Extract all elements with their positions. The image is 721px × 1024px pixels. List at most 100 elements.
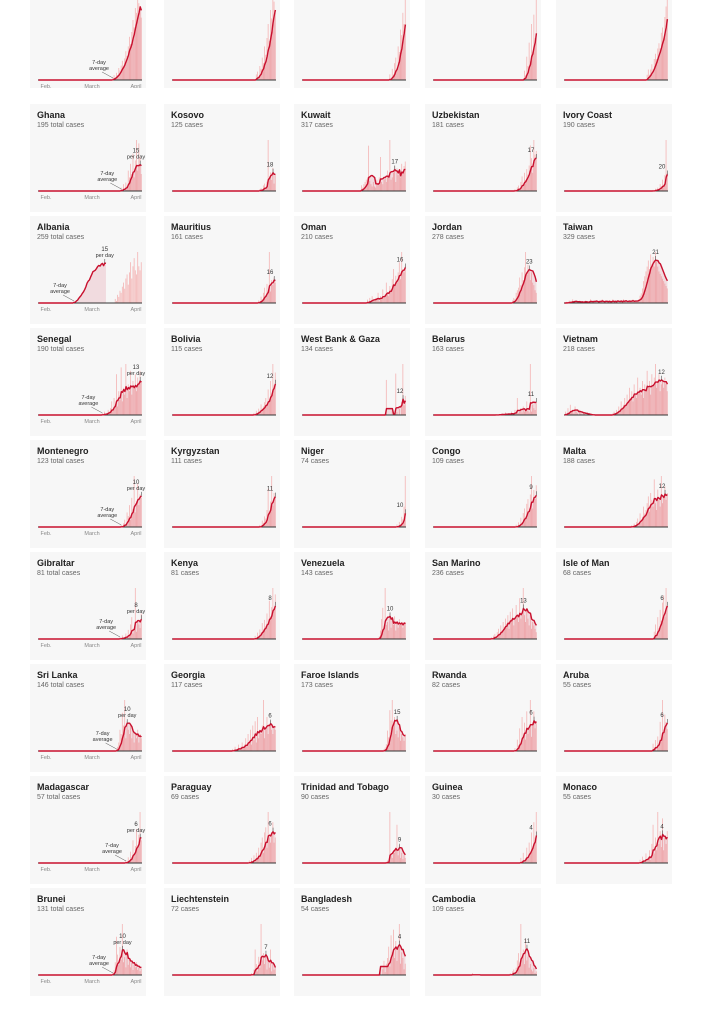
- daily-bar: [651, 374, 653, 415]
- daily-bar: [130, 725, 132, 751]
- chart-title: Senegal: [37, 334, 72, 344]
- chart-plot: 6: [433, 700, 537, 752]
- daily-bar: [271, 18, 273, 80]
- daily-bar: [134, 8, 136, 80]
- daily-bar: [116, 300, 117, 303]
- daily-bar: [401, 402, 403, 415]
- daily-bar: [126, 949, 128, 975]
- daily-bar: [267, 960, 269, 975]
- daily-bar: [400, 177, 401, 191]
- daily-bar: [126, 56, 128, 80]
- daily-bar: [571, 411, 572, 415]
- daily-bar: [397, 46, 399, 80]
- peak-label: 12: [659, 484, 666, 490]
- chart-panel-gibraltar: Gibraltar 81 total cases 8 per day 7-day aver…: [30, 552, 146, 660]
- daily-bar: [263, 63, 264, 80]
- daily-bar: [273, 385, 275, 415]
- daily-bar: [401, 516, 403, 527]
- daily-bar: [258, 77, 260, 80]
- chart-subtitle: 111 cases: [171, 458, 202, 465]
- daily-bar: [501, 630, 503, 639]
- daily-bar: [263, 700, 264, 751]
- daily-bar: [528, 165, 530, 191]
- daily-bar: [137, 620, 139, 639]
- daily-bar: [140, 968, 142, 976]
- average-line: [38, 949, 142, 976]
- chart-panel-congo: Congo 109 cases 9: [425, 440, 541, 548]
- chart-subtitle: 146 total cases: [37, 682, 85, 689]
- daily-bar: [120, 959, 122, 975]
- daily-bar: [660, 847, 662, 863]
- average-line: [302, 168, 406, 192]
- daily-bar: [666, 729, 668, 751]
- daily-bar: [513, 969, 515, 975]
- daily-bar: [385, 282, 387, 303]
- chart-plot: 11: [172, 476, 277, 528]
- daily-bar: [525, 938, 527, 975]
- daily-bar: [519, 965, 521, 975]
- avg-label: 7-day: [92, 955, 106, 961]
- daily-bar: [273, 183, 275, 191]
- daily-bar: [125, 278, 127, 303]
- avg-label-unit: average: [96, 625, 116, 631]
- daily-bar: [516, 290, 518, 303]
- daily-bar: [393, 850, 394, 863]
- daily-bar: [521, 176, 523, 191]
- chart-panel-top-3: [425, 0, 541, 88]
- chart-title: Bolivia: [171, 334, 201, 344]
- x-tick-label: Feb.: [40, 755, 51, 761]
- daily-bar: [665, 384, 667, 415]
- daily-bar: [567, 408, 569, 415]
- daily-bar: [396, 622, 398, 639]
- daily-bar: [655, 188, 656, 191]
- daily-bar: [364, 181, 366, 191]
- chart-panel-madagascar: Madagascar 57 total cases 6 per day 7-day ave…: [30, 776, 146, 884]
- daily-bar: [525, 180, 527, 191]
- daily-bar: [383, 960, 385, 975]
- daily-bar: [633, 384, 635, 415]
- daily-bar: [137, 848, 139, 863]
- average-line: [172, 172, 276, 192]
- daily-bar: [124, 519, 126, 527]
- daily-bar: [391, 177, 393, 191]
- daily-bar: [140, 17, 142, 81]
- daily-bar: [140, 381, 142, 415]
- daily-bar: [255, 74, 257, 80]
- chart-panel-top-4: [556, 0, 672, 88]
- daily-bar: [650, 859, 652, 863]
- daily-bar: [525, 409, 527, 415]
- daily-bar: [639, 513, 641, 527]
- daily-bar: [518, 953, 519, 975]
- daily-bar: [259, 729, 261, 751]
- chart-panel-malta: Malta 188 cases 12: [556, 440, 672, 548]
- daily-bar: [261, 725, 263, 751]
- chart-panel-sri-lanka: Sri Lanka 146 total cases 10 per day 7-day av…: [30, 664, 146, 772]
- daily-bar: [372, 299, 374, 303]
- daily-bar: [274, 497, 276, 527]
- daily-bar: [621, 408, 623, 415]
- daily-bar: [272, 285, 274, 303]
- daily-bar: [642, 381, 643, 415]
- chart-plot: 4: [564, 812, 668, 864]
- daily-bar: [663, 38, 665, 80]
- daily-bar: [254, 860, 256, 863]
- daily-bar: [534, 837, 536, 863]
- chart-subtitle: 236 cases: [432, 570, 464, 577]
- daily-bar: [499, 635, 501, 639]
- daily-bar: [509, 611, 511, 639]
- chart-title: Faroe Islands: [301, 670, 360, 680]
- daily-bar: [515, 524, 517, 527]
- daily-bar: [251, 973, 253, 975]
- avg-leader: [110, 518, 122, 526]
- x-tick-label: Feb.: [40, 307, 51, 313]
- daily-bar: [389, 966, 391, 975]
- average-area: [302, 616, 406, 639]
- average-line: [172, 383, 277, 416]
- daily-bar: [520, 517, 522, 527]
- daily-bar: [384, 972, 386, 975]
- daily-bar: [505, 618, 506, 639]
- daily-bar: [568, 300, 570, 303]
